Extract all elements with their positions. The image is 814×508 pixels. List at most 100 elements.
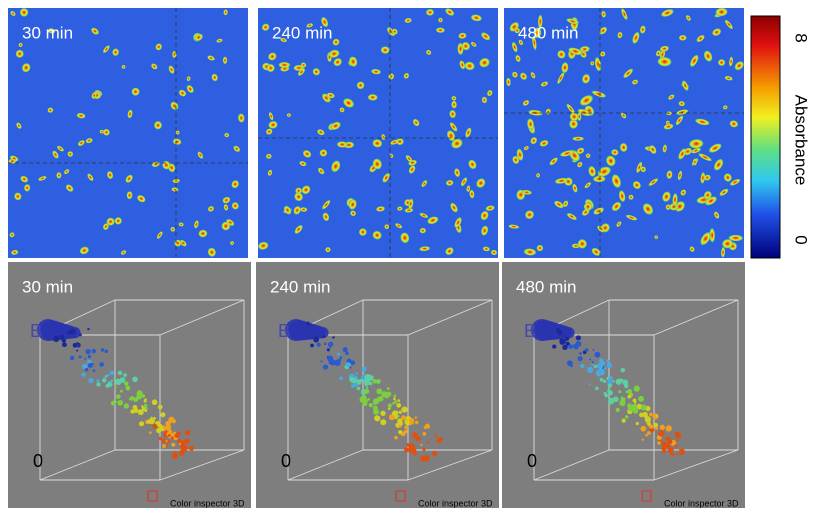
- map-spot: [52, 150, 59, 159]
- map-spot: [576, 147, 585, 155]
- map-spot: [131, 87, 140, 96]
- map-spot: [370, 68, 382, 75]
- color-point: [165, 420, 171, 427]
- map-spot: [516, 148, 524, 162]
- map-spot: [581, 208, 590, 217]
- color-point: [171, 442, 176, 447]
- map-spot: [507, 224, 520, 229]
- color-point: [329, 359, 332, 362]
- color-point: [633, 385, 640, 392]
- color-point: [398, 421, 403, 426]
- color-point: [587, 366, 594, 374]
- color-point: [674, 432, 682, 439]
- color-point: [608, 375, 613, 381]
- color-point: [653, 422, 659, 428]
- color-point: [141, 394, 146, 398]
- color-point: [125, 385, 131, 391]
- map-spot: [581, 73, 591, 84]
- color-point: [349, 376, 355, 383]
- color-point: [627, 403, 632, 408]
- color-point: [372, 379, 378, 384]
- color-point: [398, 410, 402, 414]
- map-spot: [515, 54, 521, 63]
- map-spot: [677, 170, 683, 181]
- map-spot: [336, 141, 348, 148]
- map-spot: [358, 228, 368, 237]
- map-spot: [207, 205, 215, 212]
- color-point: [644, 416, 651, 423]
- color-point: [356, 386, 361, 391]
- color-point: [606, 362, 613, 369]
- color-point: [313, 336, 319, 343]
- color-point: [607, 397, 615, 405]
- map-spot: [648, 177, 659, 187]
- map-spot: [660, 8, 675, 18]
- color-point: [177, 431, 181, 436]
- map-spot: [223, 203, 229, 211]
- map-spot: [464, 61, 476, 71]
- color-point: [618, 390, 622, 394]
- map-spot: [171, 187, 179, 192]
- map-spot: [299, 160, 307, 167]
- color-point: [645, 405, 651, 412]
- color-point: [368, 403, 373, 408]
- map-spot: [197, 151, 204, 160]
- color-point: [674, 444, 678, 448]
- color-point: [649, 412, 653, 417]
- cube-edge: [39, 449, 116, 481]
- map-spot: [506, 77, 511, 87]
- color-point: [87, 354, 92, 359]
- map-spot: [519, 72, 528, 81]
- map-spot: [425, 49, 432, 56]
- color-point: [153, 416, 156, 420]
- color-point: [321, 334, 326, 339]
- color-point: [87, 363, 93, 368]
- color-point: [326, 348, 330, 352]
- colorbar-scale: [750, 15, 781, 259]
- color-point: [398, 429, 403, 435]
- color-point: [394, 435, 398, 440]
- color-point: [401, 406, 408, 413]
- map-spot: [312, 67, 321, 76]
- map-spot: [596, 225, 606, 233]
- color-point: [647, 422, 651, 425]
- map-spot: [47, 28, 56, 34]
- color-point: [316, 342, 321, 347]
- map-spot: [178, 89, 187, 97]
- color-point: [559, 339, 566, 345]
- color-point: [588, 383, 591, 386]
- color-point: [635, 421, 639, 426]
- cube-edge: [407, 299, 493, 336]
- map-spot: [631, 79, 639, 85]
- map-spot: [85, 137, 93, 144]
- cube-edge: [653, 299, 739, 336]
- map-spot: [592, 207, 605, 215]
- color-point: [615, 407, 620, 413]
- map-spot: [216, 38, 223, 43]
- map-spot: [407, 198, 414, 210]
- map-spot: [222, 56, 228, 65]
- cube-edge: [159, 449, 245, 481]
- color-point: [380, 419, 387, 426]
- color-point: [646, 431, 651, 435]
- color-point: [391, 410, 398, 417]
- inspector-icon: [147, 490, 158, 502]
- map-spot: [620, 112, 627, 119]
- color-point: [338, 358, 342, 362]
- map-spot: [458, 32, 467, 40]
- map-spot: [301, 185, 311, 195]
- map-spot: [229, 240, 235, 246]
- map-spot: [665, 204, 671, 211]
- map-spot: [286, 113, 292, 118]
- map-spot: [382, 172, 391, 183]
- map-spot: [565, 18, 580, 25]
- color-point: [659, 424, 666, 430]
- color-point: [591, 361, 594, 364]
- color-point: [380, 410, 386, 417]
- color-point: [642, 411, 648, 418]
- map-spot: [207, 55, 216, 61]
- map-spot: [537, 14, 543, 29]
- cube-edge: [407, 449, 493, 481]
- map-spot: [372, 138, 383, 148]
- map-spot: [23, 183, 31, 192]
